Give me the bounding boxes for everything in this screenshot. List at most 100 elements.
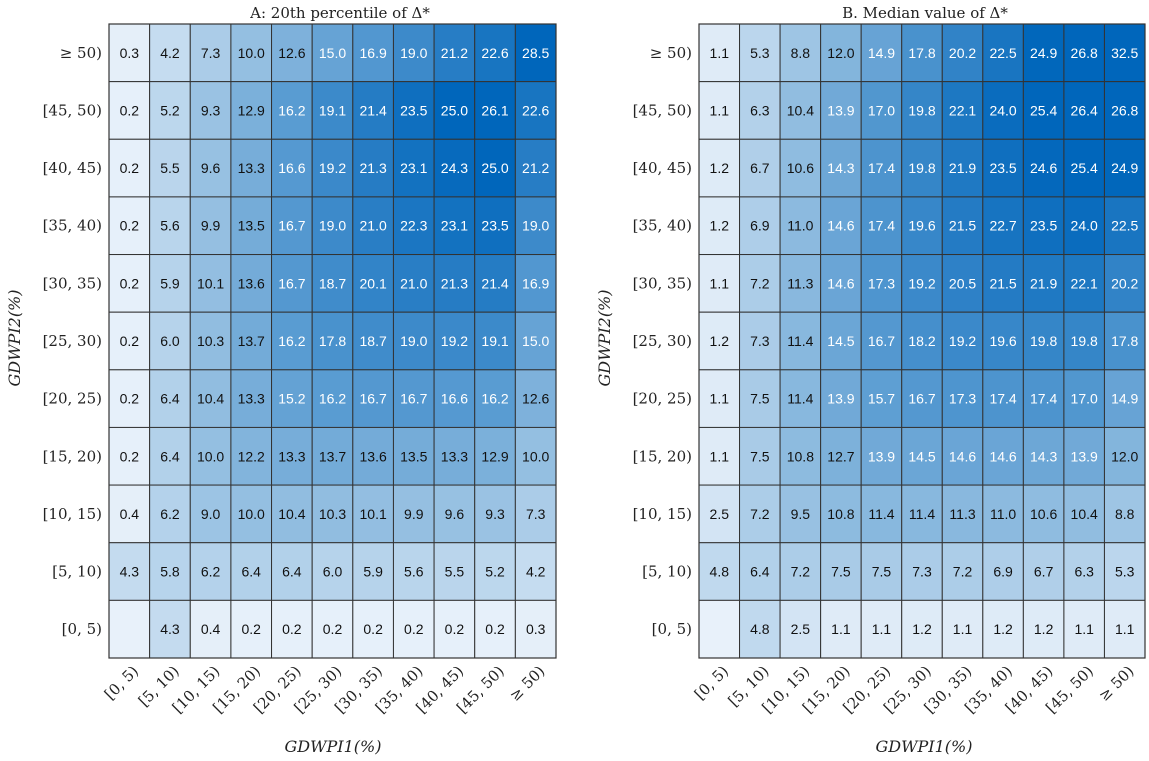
heatmap-cell [474, 599, 516, 659]
cell-value-label: 15.2 [278, 391, 305, 407]
cell-value-label: 13.5 [400, 448, 427, 464]
cell-value-label: 21.0 [360, 218, 387, 234]
cell-value-label: 6.0 [160, 333, 180, 349]
heatmap-cell [108, 599, 151, 659]
cell-value-label: 19.0 [522, 218, 549, 234]
cell-value-label: 14.3 [827, 160, 854, 176]
heatmap-cell [392, 369, 435, 428]
cell-value-label: 7.3 [750, 333, 770, 349]
heatmap-cell [901, 599, 943, 659]
heatmap-cell [352, 369, 394, 428]
heatmap-cell [1022, 81, 1065, 140]
cell-value-label: 25.4 [1071, 160, 1098, 176]
heatmap-cell [230, 311, 273, 371]
heatmap-cell [982, 138, 1024, 198]
heatmap-cell [779, 138, 822, 198]
heatmap-cell [779, 426, 822, 486]
heatmap-cell [982, 426, 1024, 486]
cell-value-label: 5.5 [160, 160, 180, 176]
cell-value-label: 20.2 [949, 45, 976, 61]
cell-value-label: 25.0 [441, 102, 468, 118]
heatmap-cell [1103, 542, 1146, 601]
cell-value-label: 21.2 [441, 45, 468, 61]
cell-value-label: 21.3 [441, 275, 468, 291]
cell-value-label: 17.4 [989, 391, 1016, 407]
cell-value-label: 17.4 [868, 160, 895, 176]
cell-value-label: 15.7 [868, 391, 895, 407]
cell-value-label: 1.1 [1115, 621, 1135, 637]
heatmap-cell [901, 23, 943, 83]
cell-value-label: 16.7 [868, 333, 895, 349]
y-tick-label: [5, 10) [642, 563, 692, 581]
cell-value-label: 13.9 [827, 391, 854, 407]
heatmap-cell [352, 599, 394, 659]
heatmap-cell [1022, 599, 1065, 659]
cell-value-label: 7.5 [831, 564, 851, 580]
heatmap-cell [392, 426, 435, 486]
cell-value-label: 9.6 [445, 506, 465, 522]
cell-value-label: 14.5 [827, 333, 854, 349]
cell-value-label: 17.0 [1071, 391, 1098, 407]
cell-value-label: 25.4 [1030, 102, 1057, 118]
heatmap-cell [271, 254, 313, 313]
heatmap-cell [779, 599, 822, 659]
cell-value-label: 24.9 [1111, 160, 1138, 176]
cell-value-label: 22.5 [989, 45, 1016, 61]
cell-value-label: 16.2 [319, 391, 346, 407]
cell-value-label: 11.4 [909, 506, 935, 522]
heatmap-cell [271, 81, 313, 140]
cell-value-label: 25.0 [481, 160, 508, 176]
cell-value-label: 12.6 [522, 391, 549, 407]
x-axis-label-a: GDWPI1(%) [284, 737, 381, 756]
cell-value-label: 5.6 [160, 218, 180, 234]
heatmap-cell [311, 426, 354, 486]
cell-value-label: 0.2 [120, 160, 140, 176]
heatmap-cell [271, 426, 313, 486]
cell-value-label: 11.3 [949, 506, 975, 522]
cell-value-label: 6.7 [1034, 564, 1054, 580]
heatmap-cell [474, 426, 516, 486]
heatmap-cell [860, 23, 903, 83]
heatmap-cell [820, 484, 862, 544]
heatmap-cell [982, 23, 1024, 83]
heatmap-cell [1103, 138, 1146, 198]
heatmap-cell [108, 311, 151, 371]
cell-value-label: 6.9 [993, 564, 1013, 580]
heatmap-cell [514, 81, 557, 140]
heatmap-cell [311, 138, 354, 198]
cell-value-label: 1.2 [710, 333, 730, 349]
cell-value-label: 18.2 [908, 333, 935, 349]
heatmap-cell [108, 138, 151, 198]
cell-value-label: 12.0 [827, 45, 854, 61]
cell-value-label: 10.6 [1030, 506, 1057, 522]
heatmap-cell [1063, 196, 1105, 256]
cell-value-label: 26.8 [1111, 102, 1138, 118]
cell-value-label: 24.6 [1030, 160, 1057, 176]
x-tick-label: ≥ 50) [1095, 662, 1138, 705]
y-tick-label: [20, 25) [633, 390, 692, 408]
heatmap-cell [860, 542, 903, 601]
cell-value-label: 1.2 [993, 621, 1013, 637]
x-tick-label: ≥ 50) [506, 662, 549, 705]
heatmap-cell [433, 599, 476, 659]
heatmap-cell [514, 254, 557, 313]
cell-value-label: 9.9 [404, 506, 424, 522]
heatmap-cell [1022, 138, 1065, 198]
cell-value-label: 19.0 [400, 333, 427, 349]
heatmap-cell [982, 369, 1024, 428]
cell-value-label: 10.1 [197, 275, 224, 291]
heatmap-cell [1103, 599, 1146, 659]
cell-value-label: 5.3 [750, 45, 770, 61]
y-tick-label: [10, 15) [633, 505, 692, 523]
heatmap-cell [230, 254, 273, 313]
cell-value-label: 0.2 [120, 275, 140, 291]
y-tick-label: [5, 10) [52, 563, 102, 581]
cell-value-label: 13.5 [238, 218, 265, 234]
heatmap-cell [820, 196, 862, 256]
cell-value-label: 23.5 [481, 218, 508, 234]
cell-value-label: 11.3 [787, 275, 813, 291]
heatmap-cell [820, 311, 862, 371]
y-axis-label-b: GDWPI2(%) [595, 289, 614, 386]
heatmap-cell [352, 484, 394, 544]
